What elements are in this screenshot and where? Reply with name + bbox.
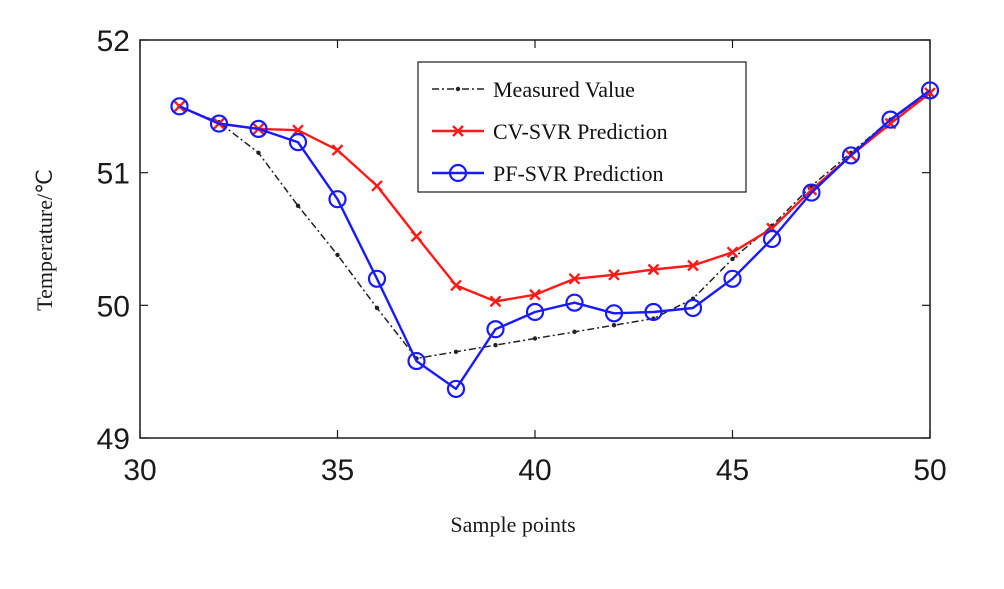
data-point	[881, 110, 900, 129]
series-layer	[170, 81, 940, 399]
legend-marker	[455, 86, 461, 92]
data-point	[371, 180, 383, 192]
data-point	[687, 259, 699, 272]
data-point-stroke-b	[687, 259, 699, 272]
data-point	[170, 97, 189, 116]
data-point	[335, 252, 340, 258]
y-tick-label: 52	[97, 25, 130, 58]
data-point-stroke-b	[371, 180, 383, 192]
data-point	[568, 272, 581, 285]
data-point-stroke-b	[292, 124, 304, 137]
series-2	[170, 81, 940, 399]
data-point	[328, 190, 347, 209]
legend-marker-stroke-b	[452, 125, 464, 137]
data-point	[723, 269, 742, 288]
data-point-stroke-b	[489, 295, 502, 308]
data-point-stroke-b	[568, 272, 581, 285]
data-point	[292, 124, 304, 137]
data-point	[525, 302, 545, 322]
data-point	[841, 146, 861, 165]
y-tick-label: 51	[97, 158, 130, 191]
legend-marker	[452, 125, 464, 137]
legend-marker	[448, 163, 468, 183]
data-point	[486, 320, 505, 339]
legend-label: Measured Value	[493, 77, 635, 102]
x-tick-label: 45	[716, 454, 749, 487]
data-point	[924, 87, 936, 99]
data-point-stroke-b	[331, 144, 344, 156]
x-tick-label: 50	[913, 454, 946, 487]
data-point	[249, 119, 268, 138]
data-point-stroke-b	[647, 263, 660, 276]
data-point	[295, 203, 301, 209]
data-point-stroke-b	[529, 288, 541, 301]
data-point	[730, 256, 735, 262]
data-point	[604, 304, 624, 323]
data-point	[802, 183, 821, 202]
legend-label: PF-SVR Prediction	[493, 161, 664, 186]
data-point	[450, 279, 462, 292]
legend-entry: Measured Value	[432, 77, 635, 102]
data-point	[608, 268, 620, 281]
data-point	[611, 323, 617, 328]
data-point	[410, 230, 423, 243]
data-point	[805, 184, 818, 196]
series-line	[179, 89, 931, 391]
data-point	[331, 144, 344, 156]
axis-ticks: 30 35 40 45 50 49 50 51 52	[97, 25, 947, 487]
data-point	[565, 293, 584, 312]
data-point	[367, 269, 387, 288]
data-point	[920, 81, 940, 100]
data-point	[407, 351, 426, 371]
data-point	[762, 229, 782, 249]
data-point-stroke-b	[608, 268, 620, 281]
data-point-stroke-b	[924, 87, 936, 99]
x-axis-title: Sample points	[450, 512, 575, 537]
x-tick-label: 35	[321, 454, 354, 487]
data-point	[529, 288, 541, 301]
data-point	[572, 329, 577, 335]
data-point	[288, 133, 308, 152]
x-tick-label: 40	[518, 454, 551, 487]
data-point	[647, 263, 660, 276]
legend-label: CV-SVR Prediction	[493, 119, 668, 144]
data-point-stroke-b	[726, 246, 739, 259]
data-point	[489, 295, 502, 308]
data-point	[209, 114, 229, 133]
data-point	[256, 150, 261, 155]
legend-entry: PF-SVR Prediction	[432, 161, 664, 186]
data-point	[683, 298, 703, 318]
data-point-stroke-b	[450, 279, 462, 292]
y-axis-title: Temperature/℃	[32, 169, 57, 311]
data-point	[644, 302, 663, 322]
series-line	[179, 92, 931, 360]
data-point	[453, 349, 459, 354]
legend-box	[417, 61, 747, 193]
y-tick-label: 49	[97, 423, 130, 456]
data-point-stroke-b	[410, 230, 423, 243]
y-tick-label: 50	[97, 290, 130, 323]
data-point	[726, 246, 739, 259]
data-point	[493, 342, 498, 348]
data-point	[374, 305, 380, 311]
legend-entry: CV-SVR Prediction	[432, 119, 668, 144]
data-point	[446, 379, 466, 399]
x-tick-label: 30	[123, 454, 156, 487]
data-point-stroke-b	[805, 184, 818, 196]
data-point	[532, 336, 538, 341]
legend: Measured Value CV-SVR Prediction PF-SVR Pr…	[417, 61, 747, 193]
